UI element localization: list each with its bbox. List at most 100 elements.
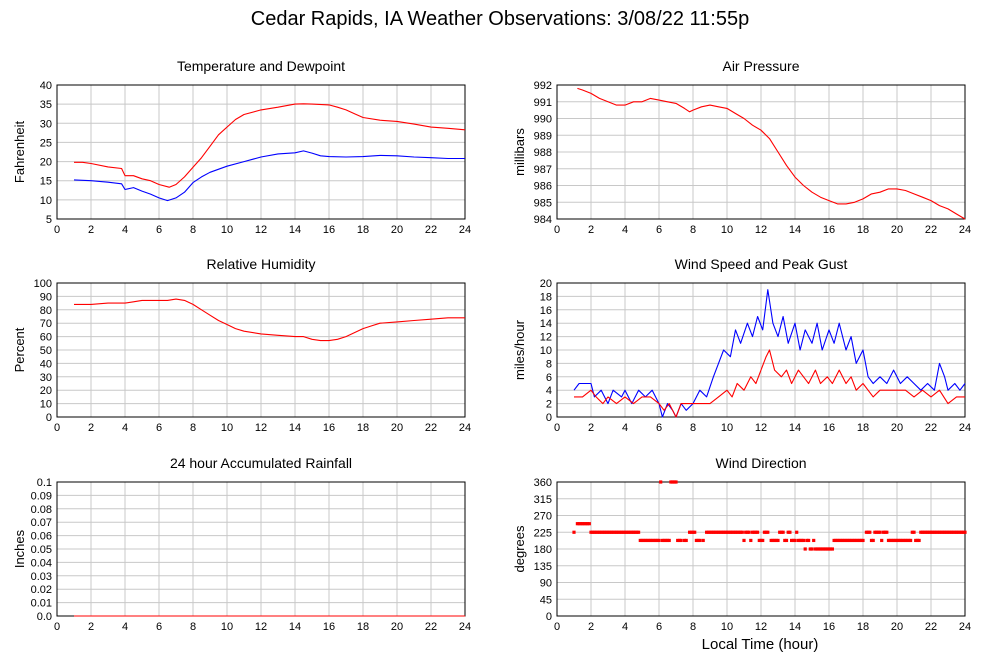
- x-tick-label: 20: [391, 224, 403, 236]
- data-point: [650, 538, 654, 543]
- data-point: [635, 530, 639, 534]
- x-tick-label: 0: [54, 422, 60, 434]
- data-point: [898, 538, 902, 543]
- data-point: [737, 530, 741, 534]
- x-tick-label: 8: [190, 621, 196, 633]
- data-point: [883, 530, 887, 534]
- y-tick-label: 12: [540, 332, 552, 344]
- data-point: [800, 538, 804, 543]
- x-tick-label: 20: [891, 224, 903, 236]
- data-point: [657, 538, 661, 543]
- data-point: [946, 530, 950, 534]
- data-point: [801, 538, 806, 543]
- y-tick-label: 20: [540, 278, 552, 290]
- data-point: [606, 530, 610, 534]
- data-point: [589, 530, 593, 534]
- data-point: [684, 538, 688, 543]
- data-point: [671, 480, 675, 484]
- data-point: [604, 530, 608, 534]
- y-tick-label: 225: [534, 527, 552, 539]
- y-tick-label: 6: [546, 372, 552, 384]
- data-point: [954, 530, 959, 534]
- data-point: [739, 530, 743, 534]
- data-point: [693, 530, 697, 534]
- data-point: [788, 530, 792, 534]
- y-tick-label: 0.07: [31, 517, 52, 529]
- data-point: [881, 530, 885, 534]
- data-point: [713, 530, 717, 534]
- chart-title: Air Pressure: [722, 58, 799, 74]
- data-point: [669, 480, 673, 484]
- x-tick-label: 24: [959, 422, 971, 434]
- x-tick-label: 6: [156, 422, 162, 434]
- data-point: [915, 538, 919, 543]
- x-tick-label: 14: [789, 224, 801, 236]
- y-tick-label: 80: [40, 305, 52, 317]
- data-point: [631, 530, 636, 534]
- data-point: [841, 538, 845, 543]
- y-tick-label: 0.04: [31, 557, 52, 569]
- x-tick-label: 10: [221, 621, 233, 633]
- data-point: [616, 530, 620, 534]
- y-tick-label: 90: [540, 578, 552, 590]
- y-tick-label: 10: [40, 399, 52, 411]
- data-point: [902, 538, 906, 543]
- data-point: [742, 538, 746, 543]
- x-tick-label: 12: [255, 621, 267, 633]
- y-tick-label: 315: [534, 494, 552, 506]
- y-tick-label: 60: [40, 332, 52, 344]
- data-point: [665, 538, 670, 543]
- x-tick-label: 4: [622, 224, 628, 236]
- y-tick-label: 988: [534, 147, 552, 159]
- series-1-points: [572, 480, 967, 551]
- data-point: [888, 538, 892, 543]
- x-tick-label: 0: [54, 621, 60, 633]
- x-tick-label: 0: [54, 224, 60, 236]
- data-point: [790, 538, 794, 543]
- data-point: [711, 530, 715, 534]
- data-point: [762, 530, 766, 534]
- series-1-line: [74, 103, 466, 188]
- x-tick-label: 8: [690, 422, 696, 434]
- data-point: [796, 538, 800, 543]
- x-tick-label: 10: [721, 621, 733, 633]
- data-point: [655, 538, 659, 543]
- y-tick-label: 10: [540, 345, 552, 357]
- data-point: [613, 530, 617, 534]
- y-axis-label: Inches: [12, 529, 27, 568]
- x-tick-label: 14: [289, 621, 301, 633]
- x-tick-label: 0: [554, 621, 560, 633]
- chart-title: Temperature and Dewpoint: [177, 58, 345, 74]
- data-point: [682, 538, 687, 543]
- data-point: [829, 547, 833, 551]
- y-axis-label: Fahrenheit: [12, 121, 27, 184]
- data-point: [572, 530, 576, 534]
- data-point: [577, 522, 581, 526]
- data-point: [798, 538, 802, 543]
- y-tick-label: 0.1: [37, 477, 52, 489]
- x-tick-label: 10: [721, 224, 733, 236]
- data-point: [645, 538, 649, 543]
- data-point: [633, 530, 637, 534]
- data-point: [621, 530, 625, 534]
- y-tick-label: 16: [540, 305, 552, 317]
- data-point: [696, 538, 700, 543]
- data-point: [710, 530, 714, 534]
- data-point: [705, 530, 709, 534]
- data-point: [864, 530, 868, 534]
- data-point: [679, 538, 683, 543]
- data-point: [740, 530, 744, 534]
- data-point: [623, 530, 627, 534]
- data-point: [956, 530, 960, 534]
- x-tick-label: 6: [656, 224, 662, 236]
- data-point: [885, 530, 889, 534]
- data-point: [949, 530, 953, 534]
- x-tick-label: 12: [255, 224, 267, 236]
- data-point: [626, 530, 630, 534]
- data-point: [808, 547, 812, 551]
- data-point: [844, 538, 848, 543]
- data-point: [936, 530, 940, 534]
- data-point: [587, 522, 591, 526]
- data-point: [628, 530, 632, 534]
